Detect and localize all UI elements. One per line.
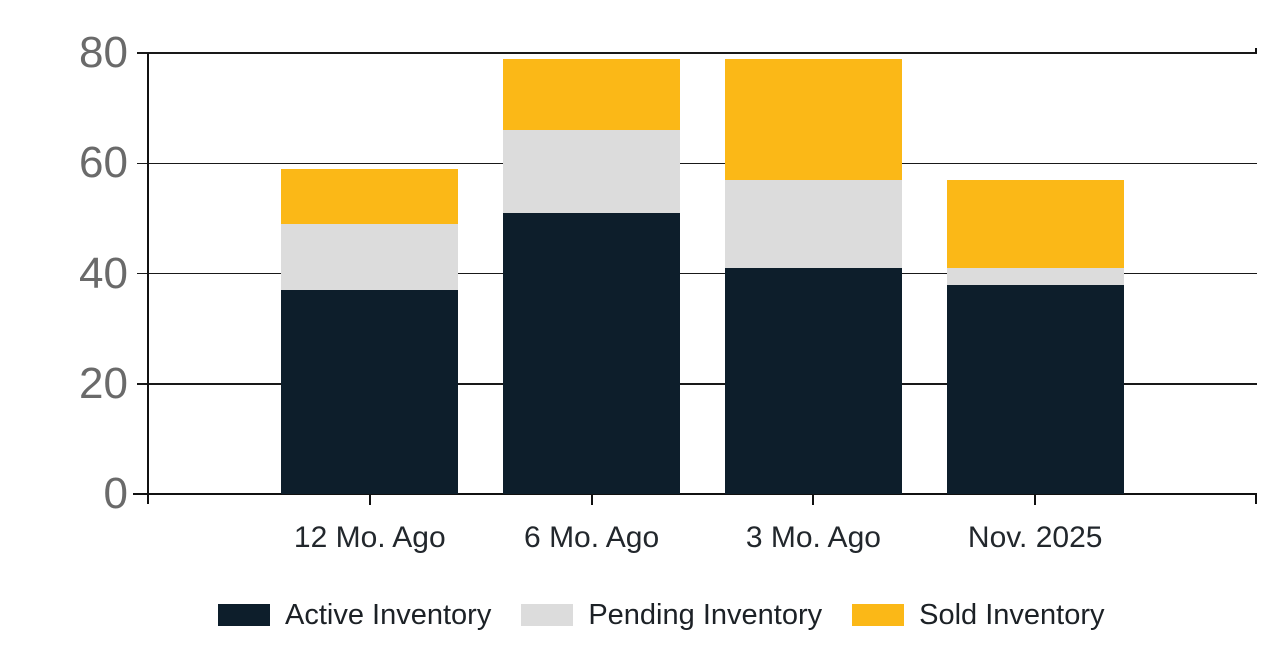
gridline-60 xyxy=(137,162,1257,164)
x-axis-category-label: Nov. 2025 xyxy=(967,521,1103,554)
legend-swatch-icon xyxy=(218,604,270,626)
bar-segment-sold-inventory xyxy=(724,58,902,180)
x-axis-tick xyxy=(368,495,371,505)
x-axis-tick xyxy=(590,495,593,505)
y-axis-tick-label-0: 0 xyxy=(103,469,128,518)
legend-swatch-icon xyxy=(521,604,574,626)
bar-segment-pending-inventory xyxy=(503,130,681,213)
y-axis-tick-label-40: 40 xyxy=(79,248,128,298)
bar-segment-active-inventory xyxy=(724,267,902,494)
x-axis-line xyxy=(133,493,1257,495)
bar-segment-pending-inventory xyxy=(724,179,902,268)
stacked-bar-12-mo-ago xyxy=(281,168,459,494)
bar-segment-active-inventory xyxy=(281,290,459,494)
gridline-80 xyxy=(137,52,1257,54)
stacked-bar-nov-2025 xyxy=(946,179,1124,494)
y-axis-tick-label-60: 60 xyxy=(79,138,128,188)
legend-swatch-icon xyxy=(852,604,905,626)
x-axis-tick xyxy=(1034,495,1037,505)
bar-segment-pending-inventory xyxy=(281,223,459,291)
top-right-end-tick xyxy=(1255,48,1257,53)
legend-label: Pending Inventory xyxy=(588,599,823,631)
gridline-20 xyxy=(137,383,1257,385)
legend-label: Active Inventory xyxy=(285,599,492,631)
bar-segment-sold-inventory xyxy=(503,58,681,131)
bar-segment-sold-inventory xyxy=(946,179,1124,268)
stacked-bar-3-mo-ago xyxy=(724,58,902,494)
legend-item-pending-inventory: Pending Inventory xyxy=(521,599,822,631)
x-axis-category-label: 6 Mo. Ago xyxy=(524,521,660,554)
x-axis-category-label: 12 Mo. Ago xyxy=(293,521,446,554)
bar-segment-sold-inventory xyxy=(281,168,459,224)
chart-legend: Active Inventory Pending Inventory Sold In… xyxy=(218,599,1105,631)
bar-segment-active-inventory xyxy=(503,212,681,494)
legend-label: Sold Inventory xyxy=(919,599,1105,631)
legend-item-active-inventory: Active Inventory xyxy=(218,599,491,631)
bar-segment-active-inventory xyxy=(946,284,1124,494)
x-axis-tick xyxy=(812,495,815,505)
legend-item-sold-inventory: Sold Inventory xyxy=(852,599,1105,631)
bar-segment-pending-inventory xyxy=(946,267,1124,285)
stacked-bar-6-mo-ago xyxy=(503,58,681,494)
y-axis-tick-label-80: 80 xyxy=(79,28,128,77)
y-axis-tick-label-20: 20 xyxy=(79,358,128,408)
x-axis-category-label: 3 Mo. Ago xyxy=(745,521,881,554)
bottom-right-end-tick xyxy=(1255,494,1257,504)
gridline-40 xyxy=(137,272,1257,275)
y-axis-line xyxy=(147,53,149,504)
